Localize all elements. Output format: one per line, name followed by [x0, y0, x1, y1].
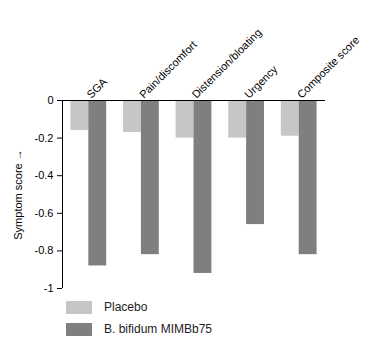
svg-text:Symptom score →: Symptom score → [12, 149, 24, 239]
svg-text:-0.2: -0.2 [35, 132, 54, 144]
html-text:Placebo: Placebo [104, 300, 148, 314]
html-text:B. bifidum MIMBb75: B. bifidum MIMBb75 [104, 322, 212, 336]
svg-text:-1: -1 [44, 282, 54, 294]
svg-text:-0.4: -0.4 [35, 169, 54, 181]
svg-text:Distension/bloating: Distension/bloating [189, 26, 264, 101]
svg-text:-0.6: -0.6 [35, 207, 54, 219]
svg-text:SGA: SGA [84, 75, 109, 100]
svg-text:Composite score: Composite score [295, 34, 362, 101]
svg-text:-0.8: -0.8 [35, 244, 54, 256]
svg-text:0: 0 [47, 94, 53, 106]
svg-text:Urgency: Urgency [242, 63, 280, 101]
svg-text:Pain/discomfort: Pain/discomfort [136, 38, 199, 101]
